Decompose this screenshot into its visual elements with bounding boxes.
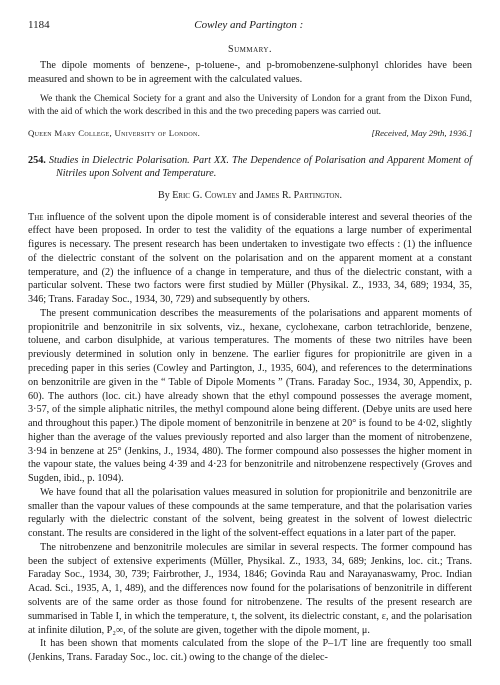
byline: By Eric G. Cowley and James R. Partingto… <box>28 189 472 203</box>
body-paragraph-5: It has been shown that moments calculate… <box>28 637 472 665</box>
body-paragraph-3: We have found that all the polarisation … <box>28 486 472 541</box>
affiliation-line: Queen Mary College, University of London… <box>28 128 472 140</box>
summary-paragraph: The dipole moments of benzene-, p-toluen… <box>28 59 472 87</box>
body-paragraph-2: The present communication describes the … <box>28 307 472 486</box>
article-title-block: 254. Studies in Dielectric Polarisation.… <box>28 154 472 182</box>
acknowledgement: We thank the Chemical Society for a gran… <box>28 93 472 118</box>
byline-prefix: By <box>158 190 172 201</box>
p1-text: influence of the solvent upon the dipole… <box>28 212 472 306</box>
body-paragraph-4: The nitrobenzene and benzonitrile molecu… <box>28 541 472 637</box>
page-container: 1184 Cowley and Partington : Summary. Th… <box>0 0 500 685</box>
summary-heading: Summary. <box>28 43 472 57</box>
page-number: 1184 <box>28 18 50 33</box>
lead-word: The <box>28 212 44 223</box>
author-2: James R. Partington. <box>256 190 342 201</box>
article-number: 254. <box>28 155 46 166</box>
received-date: [Received, May 29th, 1936.] <box>371 128 472 140</box>
page-header: 1184 Cowley and Partington : <box>28 18 472 33</box>
byline-and: and <box>237 190 256 201</box>
author-1: Eric G. Cowley <box>172 190 236 201</box>
running-head: Cowley and Partington : <box>50 18 448 33</box>
article-title: Studies in Dielectric Polarisation. Part… <box>49 155 472 180</box>
affiliation: Queen Mary College, University of London… <box>28 128 200 140</box>
article-heading: 254. Studies in Dielectric Polarisation.… <box>28 154 472 182</box>
body-paragraph-1: The influence of the solvent upon the di… <box>28 211 472 307</box>
header-spacer <box>448 18 472 33</box>
